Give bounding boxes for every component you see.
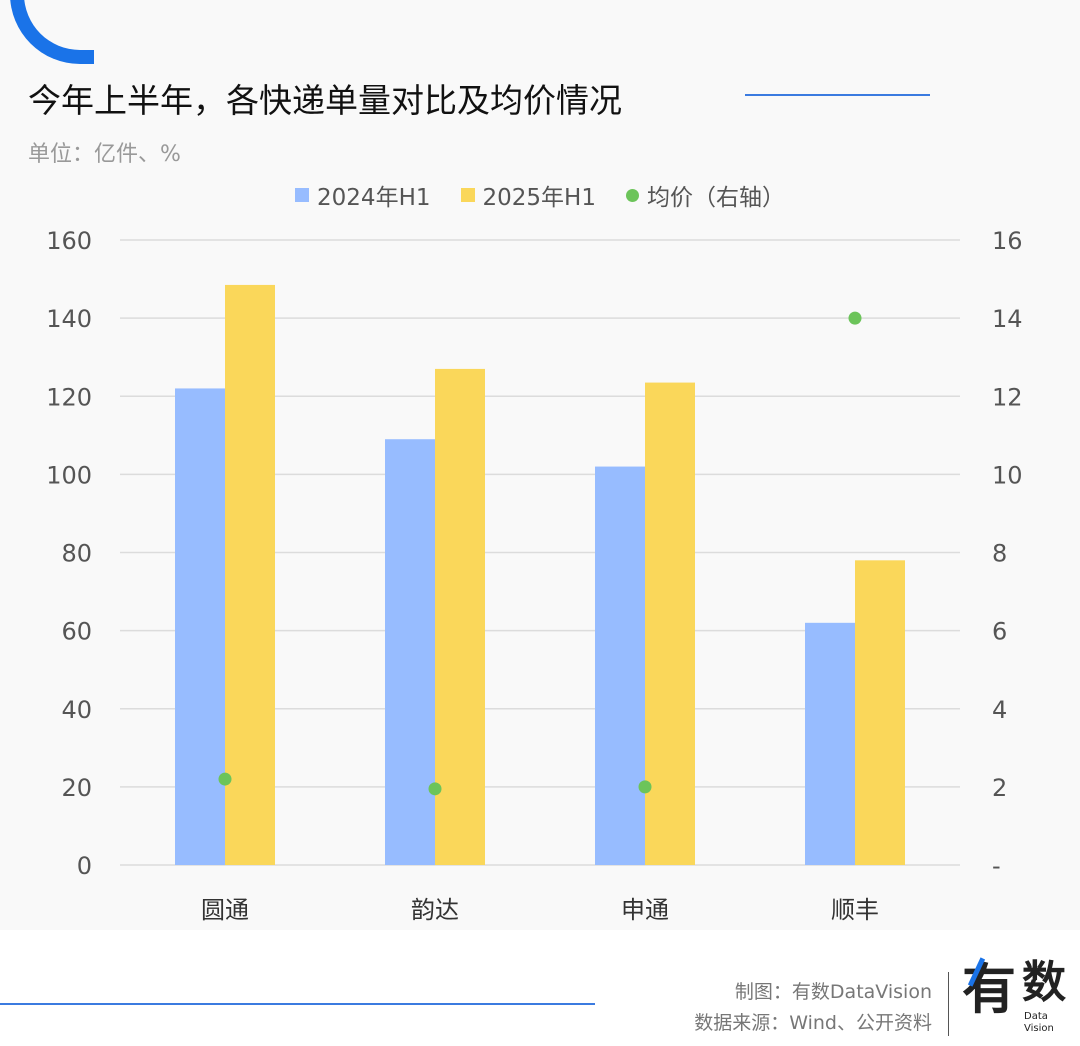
y2-tick-label: 8 (992, 540, 1007, 568)
y-tick-label: 160 (46, 227, 92, 255)
price-point (638, 780, 652, 794)
logo-char: 有 (962, 958, 1016, 1021)
legend-label: 2025年H1 (482, 185, 596, 211)
y2-tick-label: 6 (992, 618, 1007, 646)
y2-tick-label: 4 (992, 696, 1007, 724)
bar-2024 (385, 439, 435, 865)
price-point (848, 311, 862, 325)
y-tick-label: 140 (46, 305, 92, 333)
legend-item-price: 均价（右轴） (625, 178, 785, 212)
y-tick-label: 100 (46, 461, 92, 489)
y2-tick-label: 14 (992, 305, 1023, 333)
bar-2024 (175, 388, 225, 865)
datavision-logo: 有 数 Data Vision (960, 955, 1078, 1045)
bar-2025 (855, 560, 905, 865)
title-divider (745, 94, 930, 96)
bar-2024 (805, 622, 855, 865)
x-tick-label: 顺丰 (831, 896, 879, 924)
unit-label: 单位：亿件、% (28, 142, 181, 167)
logo-char: 数 (1022, 957, 1066, 1008)
y2-tick-label: - (992, 852, 1001, 880)
page-title: 今年上半年，各快递单量对比及均价情况 (28, 81, 622, 120)
legend-label: 2024年H1 (317, 185, 431, 211)
x-tick-label: 圆通 (201, 896, 249, 924)
price-point (218, 772, 232, 786)
legend-swatch (625, 188, 639, 202)
legend-swatch (460, 188, 475, 202)
bar-2025 (645, 382, 695, 865)
y-tick-label: 40 (61, 696, 92, 724)
bar-2025 (225, 284, 275, 865)
footer-separator (948, 972, 949, 1036)
bar-2025 (435, 368, 485, 865)
y-tick-label: 80 (61, 540, 92, 568)
y2-tick-label: 12 (992, 383, 1023, 411)
x-tick-label: 韵达 (411, 896, 459, 924)
y-tick-label: 60 (61, 618, 92, 646)
logo-subtext: Data Vision (1024, 1011, 1054, 1034)
x-tick-label: 申通 (621, 896, 669, 924)
legend-item-2024: 2024年H1 (295, 178, 431, 212)
legend-item-2025: 2025年H1 (460, 178, 596, 212)
legend-swatch (295, 188, 310, 202)
legend: 2024年H1 2025年H1 均价（右轴） (0, 178, 1080, 212)
y-tick-label: 120 (46, 383, 92, 411)
y-tick-label: 20 (61, 774, 92, 802)
source-text: 数据来源：Wind、公开资料 (694, 1012, 932, 1034)
bar-2024 (595, 466, 645, 865)
legend-label: 均价（右轴） (646, 185, 785, 211)
footer-divider (0, 1003, 595, 1005)
price-point (428, 782, 442, 796)
y2-tick-label: 10 (992, 461, 1023, 489)
credit-text: 制图：有数DataVision (734, 981, 932, 1003)
y2-tick-label: 16 (992, 227, 1023, 255)
chart: 0 - 20 2 40 4 60 6 80 8 100 10 120 12 140 14 160 16 圆通 韵达 申通… (46, 227, 1023, 924)
y2-tick-label: 2 (992, 774, 1007, 802)
y-tick-label: 0 (77, 852, 92, 880)
